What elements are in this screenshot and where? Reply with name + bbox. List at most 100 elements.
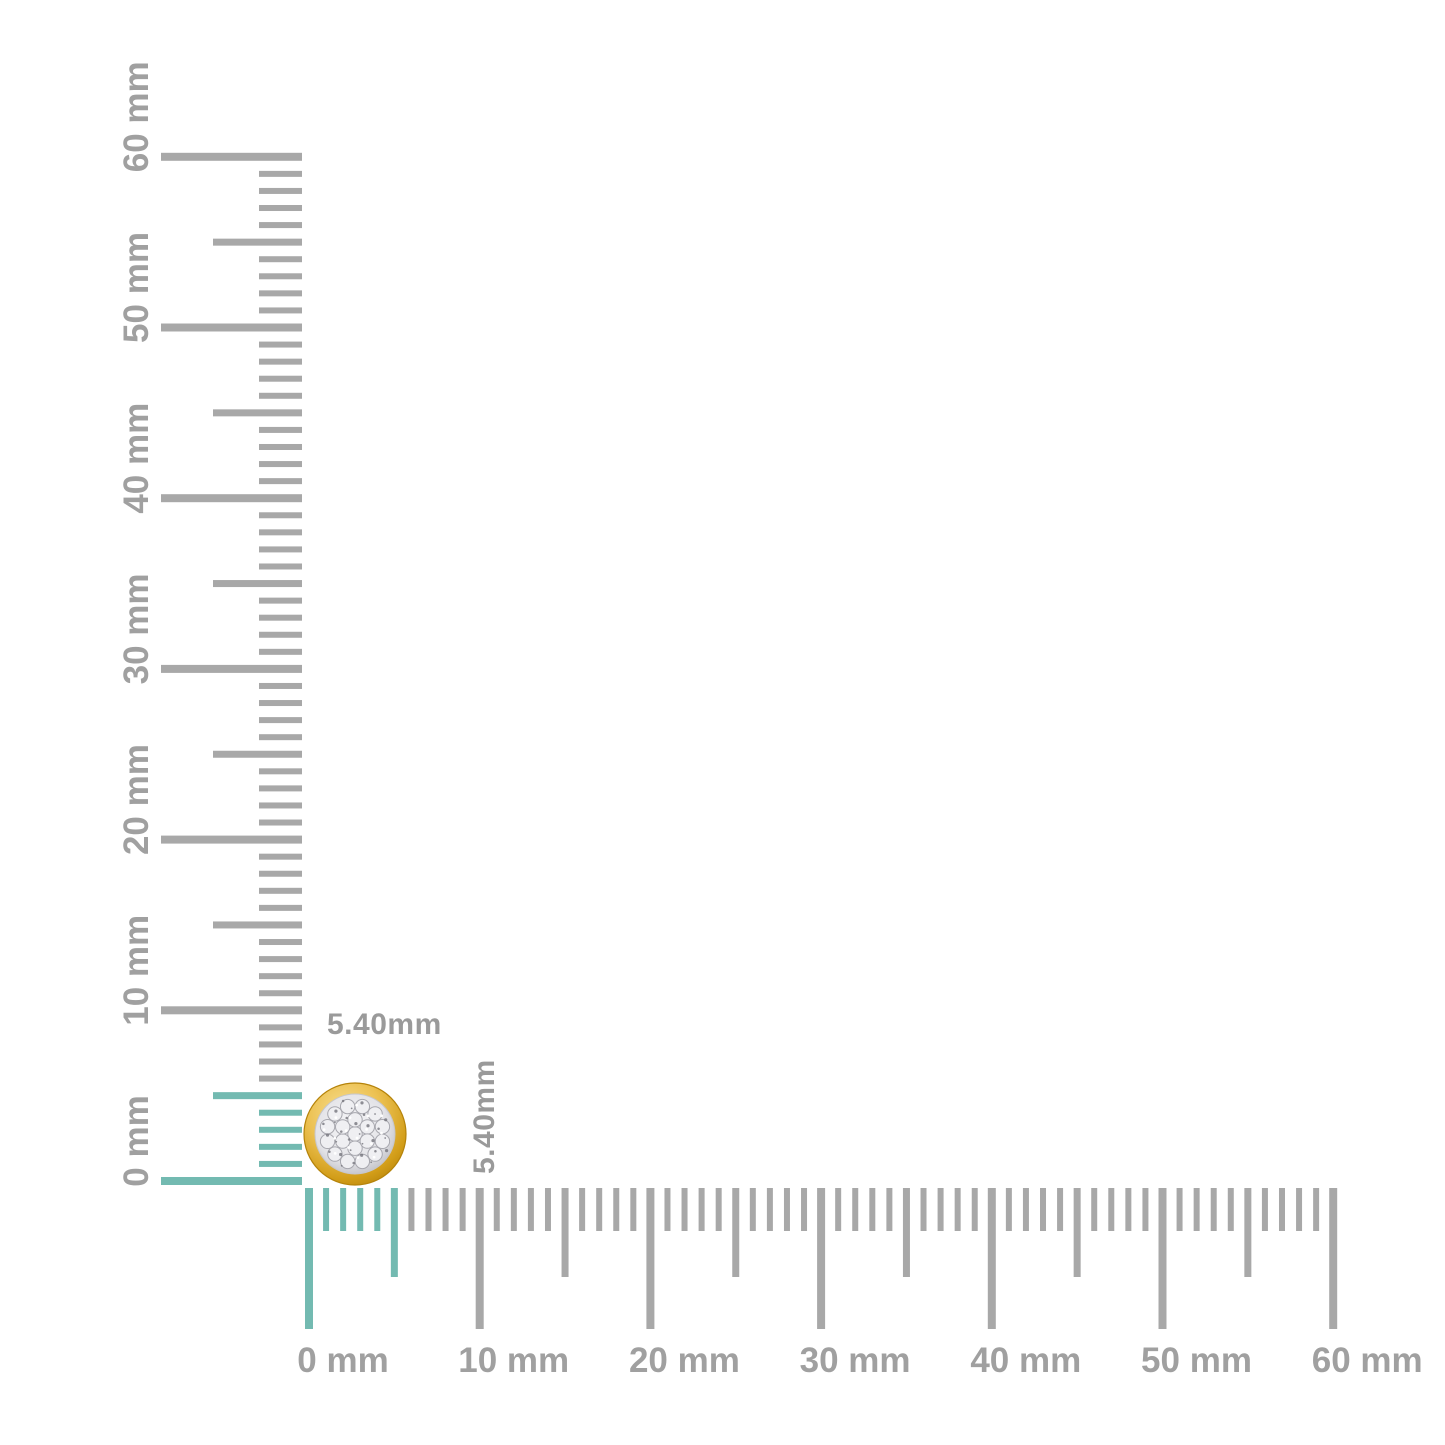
horizontal-ruler-labels: 0 mm 10 mm 20 mm 30 mm 40 mm 50 mm 60 mm (297, 1341, 1422, 1380)
v-ruler-tick-25mm (213, 750, 302, 758)
h-ruler-tick-47mm (1108, 1188, 1115, 1231)
v-ruler-tick-15mm (213, 921, 302, 929)
h-ruler-tick-31mm (835, 1188, 842, 1231)
sparkle-dot (365, 1127, 368, 1131)
v-ruler-tick-18mm (259, 870, 302, 877)
v-ruler-tick-40mm (161, 494, 302, 503)
vertical-ruler-labels: 0 mm 10 mm 20 mm 30 mm 40 mm 50 mm 60 mm (117, 61, 156, 1186)
v-ruler-tick-30mm (161, 664, 302, 673)
v-ruler-tick-17mm (259, 887, 302, 894)
h-ruler-label-50mm: 50 mm (1141, 1341, 1252, 1380)
v-ruler-label-40mm: 40 mm (117, 403, 156, 514)
v-ruler-tick-22mm (259, 802, 302, 809)
v-ruler-tick-2mm (259, 1143, 302, 1150)
v-ruler-tick-41mm (259, 478, 302, 485)
sparkle-dot (334, 1116, 338, 1120)
h-ruler-tick-40mm (987, 1188, 996, 1329)
v-ruler-tick-9mm (259, 1024, 302, 1031)
h-ruler-tick-7mm (425, 1188, 432, 1231)
facet-fleck (374, 1149, 377, 1153)
v-ruler-tick-24mm (259, 768, 302, 775)
sparkle-dot (344, 1129, 348, 1133)
h-ruler-tick-53mm (1210, 1188, 1217, 1231)
v-ruler-tick-52mm (259, 290, 302, 297)
v-ruler-tick-29mm (259, 682, 302, 689)
v-ruler-tick-8mm (259, 1041, 302, 1048)
h-ruler-tick-38mm (954, 1188, 961, 1231)
facet-fleck (341, 1099, 345, 1103)
h-ruler-tick-13mm (527, 1188, 534, 1231)
h-ruler-tick-24mm (715, 1188, 722, 1231)
v-ruler-tick-39mm (259, 512, 302, 519)
v-ruler-tick-55mm (213, 238, 302, 246)
h-ruler-tick-5mm (390, 1188, 398, 1277)
v-ruler-tick-35mm (213, 580, 302, 588)
vertical-ruler-ticks (161, 152, 302, 1185)
h-ruler-tick-42mm (1022, 1188, 1029, 1231)
sparkle-dot (366, 1114, 370, 1118)
v-ruler-tick-58mm (259, 187, 302, 194)
pave-stone (354, 1098, 371, 1115)
facet-fleck (385, 1149, 389, 1153)
facet-fleck (328, 1150, 331, 1154)
h-ruler-tick-30mm (817, 1188, 826, 1329)
v-ruler-tick-59mm (259, 170, 302, 177)
width-measurement-label: 5.40mm (327, 1008, 442, 1041)
v-ruler-tick-4mm (259, 1109, 302, 1116)
h-ruler-tick-37mm (937, 1188, 944, 1231)
facet-fleck (322, 1122, 325, 1126)
facet-fleck (361, 1142, 364, 1145)
facet-fleck (366, 1124, 370, 1128)
height-measurement-label: 5.40mm (468, 1059, 501, 1174)
h-ruler-tick-58mm (1296, 1188, 1303, 1231)
h-ruler-tick-17mm (596, 1188, 603, 1231)
pave-stone (367, 1146, 383, 1162)
facet-fleck (374, 1113, 376, 1115)
h-ruler-tick-19mm (630, 1188, 637, 1231)
h-ruler-tick-25mm (732, 1188, 740, 1277)
h-ruler-tick-44mm (1057, 1188, 1064, 1231)
facet-fleck (360, 1101, 364, 1105)
sparkle-dot (322, 1128, 326, 1131)
v-ruler-tick-46mm (259, 392, 302, 399)
h-ruler-tick-0mm (305, 1188, 313, 1329)
v-ruler-tick-32mm (259, 631, 302, 638)
h-ruler-tick-28mm (783, 1188, 790, 1231)
h-ruler-tick-55mm (1244, 1188, 1252, 1277)
h-ruler-tick-54mm (1227, 1188, 1234, 1231)
v-ruler-label-0mm: 0 mm (117, 1095, 156, 1186)
sparkle-dot (356, 1156, 360, 1159)
h-ruler-tick-29mm (801, 1188, 808, 1231)
v-ruler-tick-28mm (259, 700, 302, 707)
facet-fleck (345, 1116, 348, 1120)
h-ruler-label-40mm: 40 mm (970, 1341, 1081, 1380)
v-ruler-label-50mm: 50 mm (117, 232, 156, 343)
pave-stones (319, 1098, 391, 1170)
v-ruler-tick-19mm (259, 853, 302, 860)
h-ruler-tick-43mm (1040, 1188, 1047, 1231)
facet-fleck (352, 1161, 355, 1165)
h-ruler-tick-39mm (971, 1188, 978, 1231)
h-ruler-tick-59mm (1313, 1188, 1320, 1231)
h-ruler-tick-11mm (493, 1188, 500, 1231)
h-ruler-tick-3mm (357, 1188, 364, 1231)
v-ruler-tick-33mm (259, 614, 302, 621)
h-ruler-tick-4mm (374, 1188, 381, 1231)
h-ruler-tick-46mm (1091, 1188, 1098, 1231)
sparkle-dot (355, 1103, 358, 1107)
sparkle-dot (333, 1152, 337, 1155)
v-ruler-tick-26mm (259, 734, 302, 741)
sparkle-dot (333, 1136, 337, 1140)
v-ruler-tick-0mm (161, 1177, 302, 1185)
h-ruler-tick-15mm (561, 1188, 569, 1277)
v-ruler-tick-51mm (259, 307, 302, 314)
facet-fleck (339, 1152, 343, 1157)
pave-stone (335, 1133, 351, 1149)
pave-stone (319, 1118, 336, 1135)
v-ruler-tick-13mm (259, 956, 302, 963)
h-ruler-tick-22mm (681, 1188, 688, 1231)
h-ruler-tick-10mm (475, 1188, 484, 1329)
facet-fleck (340, 1164, 343, 1167)
h-ruler-label-60mm: 60 mm (1312, 1341, 1423, 1380)
sparkle-dot (380, 1114, 384, 1118)
